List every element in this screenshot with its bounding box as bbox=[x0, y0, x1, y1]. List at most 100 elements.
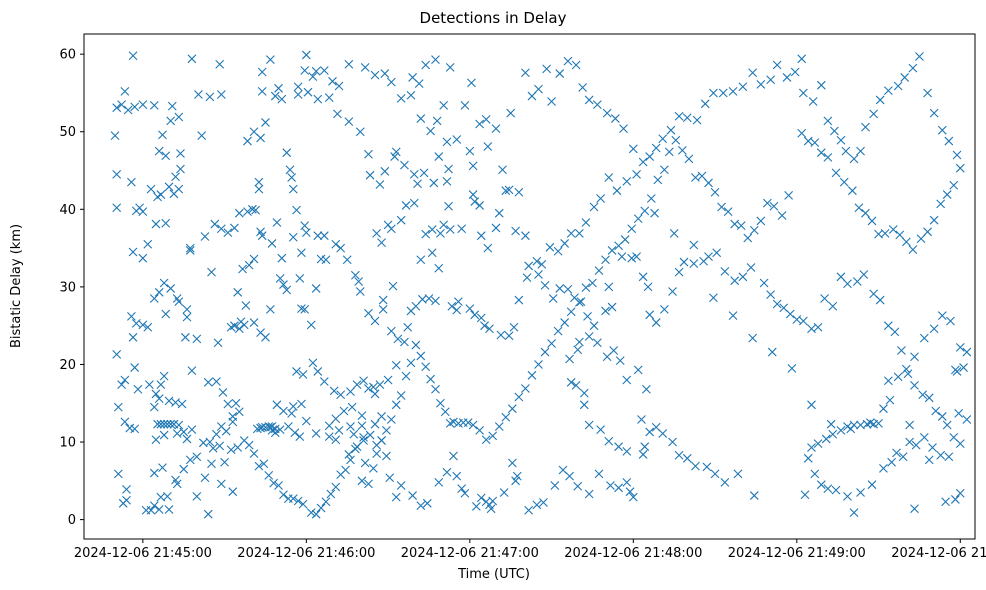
data-point bbox=[288, 401, 298, 411]
data-point bbox=[264, 471, 274, 480]
data-point bbox=[677, 145, 687, 155]
data-point bbox=[146, 184, 156, 194]
data-point bbox=[671, 135, 681, 145]
data-point bbox=[643, 282, 653, 292]
data-point bbox=[712, 248, 722, 258]
data-point bbox=[494, 422, 504, 431]
data-point bbox=[409, 170, 419, 179]
data-point bbox=[156, 492, 166, 502]
data-point bbox=[386, 415, 396, 424]
data-point bbox=[259, 459, 269, 469]
data-point bbox=[511, 476, 520, 486]
data-point bbox=[488, 496, 498, 506]
x-tick-label: 2024-12-06 21:48:00 bbox=[564, 546, 702, 561]
data-point bbox=[301, 416, 311, 426]
data-point bbox=[171, 398, 180, 407]
data-point bbox=[555, 69, 565, 78]
data-point bbox=[849, 508, 859, 518]
data-point bbox=[867, 480, 877, 490]
data-point bbox=[120, 417, 130, 427]
data-point bbox=[645, 310, 655, 320]
data-point bbox=[460, 488, 470, 498]
data-point bbox=[879, 404, 888, 414]
data-point bbox=[614, 483, 623, 493]
data-point bbox=[730, 219, 740, 229]
data-point bbox=[377, 412, 386, 421]
data-point bbox=[666, 125, 676, 135]
data-point bbox=[555, 284, 565, 293]
data-point bbox=[843, 491, 852, 501]
data-point bbox=[298, 370, 308, 379]
data-point bbox=[357, 476, 367, 486]
data-point bbox=[622, 375, 632, 385]
data-point bbox=[452, 305, 462, 315]
data-point bbox=[432, 116, 442, 126]
data-point bbox=[347, 402, 357, 412]
data-point bbox=[372, 449, 382, 459]
data-point bbox=[187, 425, 197, 435]
data-point bbox=[364, 384, 373, 393]
data-point bbox=[421, 60, 431, 70]
data-point bbox=[874, 229, 883, 239]
data-point bbox=[632, 170, 641, 179]
data-point bbox=[766, 290, 776, 300]
data-point bbox=[319, 231, 329, 241]
data-point bbox=[293, 90, 303, 99]
data-point bbox=[460, 100, 470, 110]
data-point bbox=[200, 232, 210, 241]
data-point bbox=[511, 226, 520, 236]
data-point bbox=[903, 369, 913, 379]
data-point bbox=[364, 479, 373, 489]
data-point bbox=[172, 429, 182, 438]
data-point bbox=[112, 170, 122, 179]
data-point bbox=[617, 252, 627, 262]
data-point bbox=[710, 187, 720, 197]
data-point bbox=[254, 461, 264, 471]
data-point bbox=[364, 308, 373, 318]
data-point bbox=[579, 388, 589, 398]
data-point bbox=[377, 238, 386, 248]
data-point bbox=[300, 66, 310, 75]
data-point bbox=[550, 481, 560, 490]
data-point bbox=[823, 484, 833, 493]
data-point bbox=[521, 231, 530, 241]
data-point bbox=[416, 351, 426, 361]
data-point bbox=[954, 408, 964, 418]
data-point bbox=[156, 380, 166, 390]
data-point bbox=[368, 382, 378, 392]
data-point bbox=[923, 227, 932, 237]
data-point bbox=[537, 260, 547, 269]
data-point bbox=[507, 404, 517, 414]
data-point bbox=[709, 88, 718, 98]
data-point bbox=[674, 450, 684, 460]
data-point bbox=[368, 464, 378, 473]
data-point bbox=[571, 60, 581, 70]
data-point bbox=[659, 165, 669, 175]
data-point bbox=[265, 422, 275, 432]
data-point bbox=[828, 301, 838, 311]
data-point bbox=[846, 424, 856, 434]
data-point bbox=[130, 102, 140, 112]
data-point bbox=[769, 201, 779, 211]
data-point bbox=[145, 380, 154, 390]
data-point bbox=[285, 165, 295, 175]
data-point bbox=[197, 131, 207, 141]
data-point bbox=[808, 97, 818, 106]
data-point bbox=[154, 146, 164, 156]
data-point bbox=[293, 82, 303, 92]
data-point bbox=[949, 180, 959, 190]
x-tick-label: 2024-12-06 21:45:00 bbox=[74, 546, 212, 561]
data-point bbox=[223, 228, 233, 237]
data-point bbox=[944, 136, 954, 146]
data-point bbox=[619, 124, 628, 134]
data-point bbox=[592, 100, 602, 109]
data-point bbox=[174, 297, 184, 307]
data-point bbox=[355, 287, 365, 296]
data-point bbox=[228, 417, 238, 427]
data-point bbox=[301, 228, 311, 237]
data-point bbox=[790, 67, 800, 77]
data-point bbox=[915, 52, 924, 61]
data-point bbox=[668, 437, 677, 447]
data-point bbox=[210, 219, 220, 229]
data-point bbox=[521, 68, 530, 78]
